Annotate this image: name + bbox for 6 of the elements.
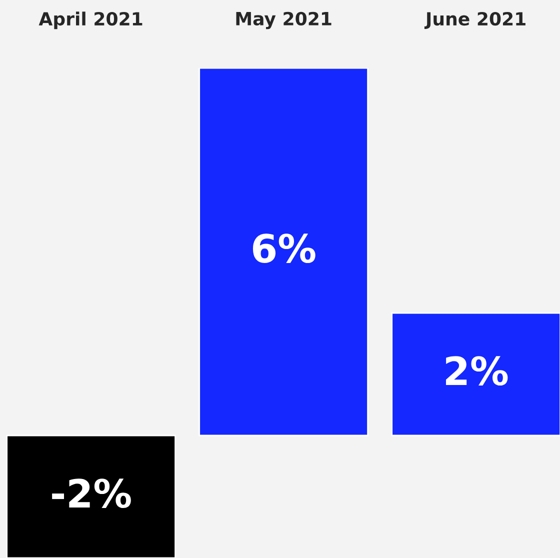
x-tick-label: April 2021 xyxy=(38,12,142,30)
data-label: 2% xyxy=(446,356,508,386)
data-label: -2% xyxy=(52,478,131,508)
x-tick-label: May 2021 xyxy=(236,12,332,30)
x-tick-label: June 2021 xyxy=(424,12,526,29)
data-label: 6% xyxy=(252,234,316,264)
